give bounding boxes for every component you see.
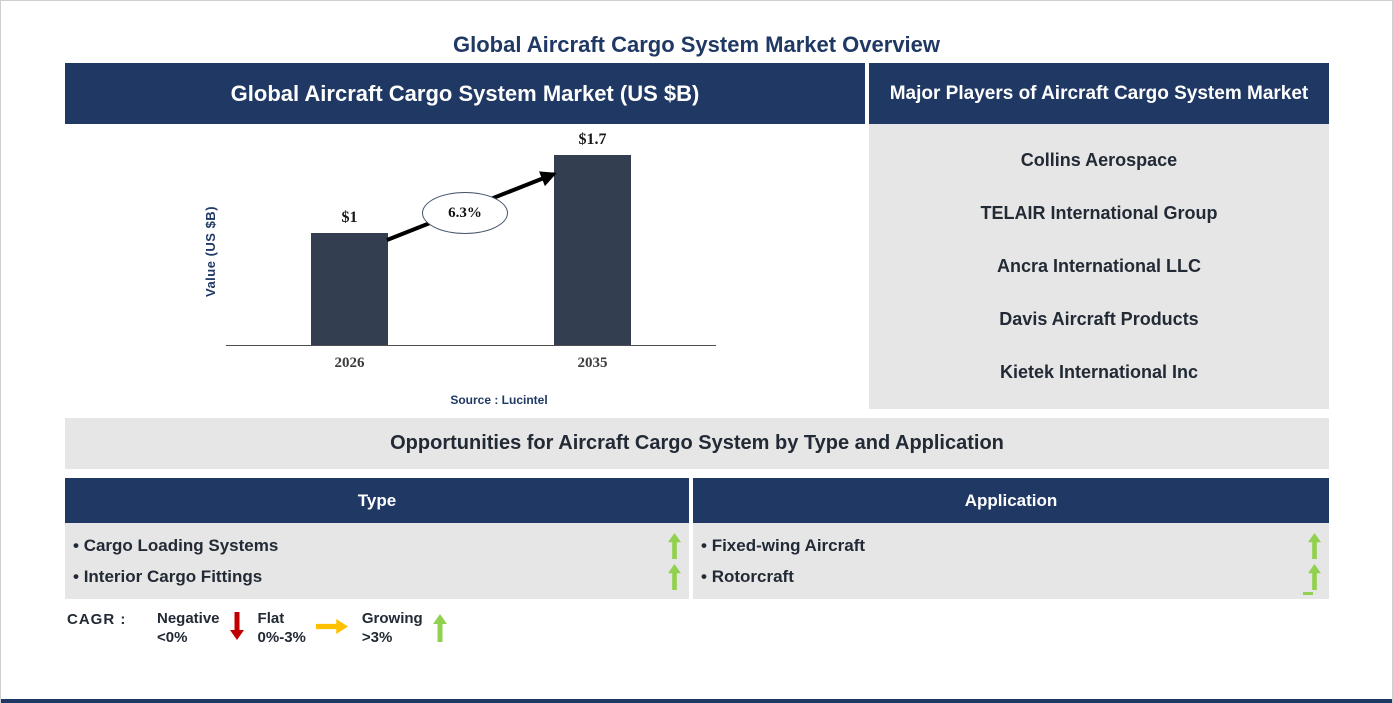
growing-arrow-icon: [432, 614, 447, 642]
x-tick-label: 2035: [577, 355, 608, 371]
type-item-label: Interior Cargo Fittings: [83, 566, 263, 586]
player-name: Davis Aircraft Products: [999, 309, 1199, 329]
bullet: •: [701, 535, 707, 555]
bullet: •: [73, 566, 79, 586]
legend-entry-range: <0%: [157, 629, 188, 646]
legend-entry-name: Growing: [361, 610, 423, 627]
chart-panel-header: Global Aircraft Cargo System Market (US …: [65, 63, 865, 124]
y-axis-label: Value (US $B): [203, 205, 218, 298]
bullet: •: [73, 535, 79, 555]
legend-entry-flat: Flat 0%-3%: [258, 609, 362, 647]
growing-arrow-icon: [668, 532, 681, 559]
legend-title: CAGR :: [67, 611, 127, 628]
x-axis-line: [226, 345, 716, 346]
footer-accent-bar: [1, 699, 1392, 703]
list-item: • Interior Cargo Fittings: [73, 561, 681, 592]
bar-value-label: $1: [341, 209, 358, 226]
flat-arrow-icon: [315, 619, 348, 634]
legend-entry-range: >3%: [361, 629, 393, 646]
legend-entry-range: 0%-3%: [257, 629, 306, 646]
list-item: • Fixed-wing Aircraft: [701, 530, 1321, 561]
bar-chart: Value (US $B) $1 $1.7 6.3% 2026 2035 Sou…: [65, 124, 865, 411]
legend-entry-name: Flat: [257, 610, 285, 627]
application-column-body: • Fixed-wing Aircraft • Rotorcraft: [693, 523, 1329, 599]
legend-entry-name: Negative: [157, 610, 220, 627]
opportunities-title: Opportunities for Aircraft Cargo System …: [65, 418, 1329, 469]
growing-arrow-icon: [668, 563, 681, 590]
player-name: Collins Aerospace: [1020, 150, 1178, 170]
chart-bar: $1.7: [554, 131, 631, 345]
type-column-header: Type: [65, 478, 689, 523]
list-item: • Cargo Loading Systems: [73, 530, 681, 561]
type-item-label: Cargo Loading Systems: [83, 535, 279, 555]
growing-arrow-icon: [1308, 563, 1321, 590]
x-tick-label: 2026: [334, 355, 365, 371]
player-name: Ancra International LLC: [996, 256, 1202, 276]
application-column-header: Application: [693, 478, 1329, 523]
list-item: • Rotorcraft: [701, 561, 1321, 592]
application-item-label: Fixed-wing Aircraft: [711, 535, 866, 555]
negative-arrow-icon: [229, 612, 244, 640]
players-panel-header: Major Players of Aircraft Cargo System M…: [869, 63, 1329, 124]
player-name: Kietek International Inc: [999, 362, 1199, 382]
cagr-legend: CAGR : Negative <0% Flat 0%-3% Growing >…: [67, 609, 461, 647]
players-list: Collins Aerospace TELAIR International G…: [869, 124, 1329, 409]
partial-arrow-dash: [1303, 592, 1313, 595]
type-column-body: • Cargo Loading Systems • Interior Cargo…: [65, 523, 689, 599]
page-title: Global Aircraft Cargo System Market Over…: [452, 32, 941, 57]
growing-arrow-icon: [1308, 532, 1321, 559]
bullet: •: [701, 566, 707, 586]
source-note: Source : Lucintel: [450, 393, 548, 407]
legend-entry-negative: Negative <0%: [157, 609, 258, 647]
player-name: TELAIR International Group: [980, 203, 1218, 223]
legend-entry-growing: Growing >3%: [362, 609, 461, 647]
growth-trend-arrow: [386, 171, 557, 242]
cagr-callout: 6.3%: [422, 192, 508, 234]
bar-value-label: $1.7: [578, 131, 607, 148]
chart-bar: $1: [311, 209, 388, 345]
application-item-label: Rotorcraft: [711, 566, 794, 586]
